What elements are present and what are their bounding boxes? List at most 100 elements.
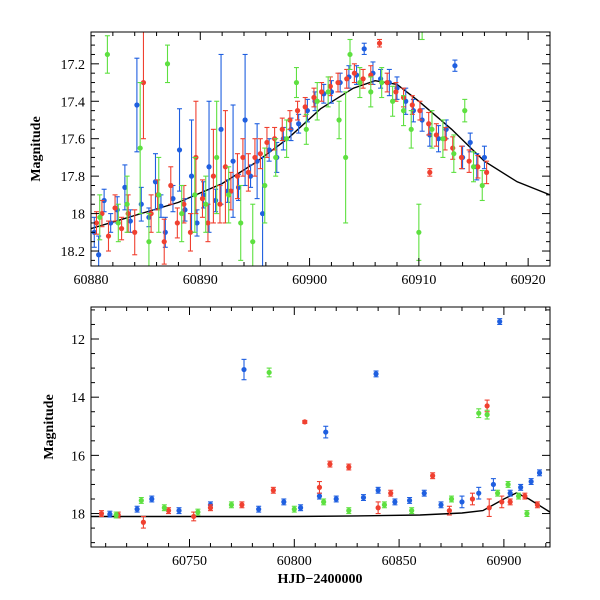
bottom-blue-data-point [360,494,367,501]
top-red-data-point [368,72,374,78]
bottom-blue-data-point [497,318,503,325]
top-blue-data-point [162,229,168,235]
bottom-blue-data-point [476,490,482,496]
top-green-data-point [462,108,468,114]
top-blue-data-point [194,220,200,226]
top-red-data-point [264,139,270,146]
top-red-data-point [257,151,263,157]
top-blue-data-point [158,203,164,209]
bottom-blue-data-point [528,478,534,485]
bottom-red-data-point [191,513,197,520]
bottom-y-tick-label: 12 [71,333,85,348]
bottom-y-tick-label: 18 [71,508,85,523]
bottom-green-data-point [495,490,501,496]
top-green-data-point [273,154,279,161]
top-y-tick-label: 18.2 [61,245,86,260]
bottom-blue-data-point [421,490,427,496]
top-x-tick-label: 60900 [292,273,327,288]
top-green-data-point [203,201,209,207]
bottom-blue-data-point [459,499,465,505]
top-red-data-point [450,145,456,151]
top-red-data-point [105,233,112,239]
top-green-data-point [416,229,422,235]
top-green-data-point [192,192,198,198]
top-green-data-point [325,89,331,95]
top-red-data-point [132,229,138,235]
bottom-green-data-point [448,496,455,502]
top-green-data-point [400,108,407,114]
top-blue-data-point [127,218,133,224]
top-red-data-point [409,102,415,108]
top-green-data-point [293,79,300,86]
bottom-red-data-point [507,499,513,505]
bottom-green-data-point [505,481,511,488]
top-green-data-point [156,192,162,198]
bottom-blue-data-point [406,497,413,504]
top-blue-data-point [218,126,224,132]
top-red-data-point [427,169,433,175]
bottom-panel-data-marks [91,318,550,529]
bottom-x-tick-label: 60750 [172,554,207,569]
bottom-blue-data-point [297,505,304,511]
top-red-data-point [351,70,357,76]
bottom-red-data-point [98,510,105,517]
top-x-tick-label: 60890 [183,273,218,288]
top-green-data-point [214,154,220,161]
bottom-green-data-point [291,506,297,512]
top-red-data-point [234,173,241,179]
bottom-red-data-point [375,505,381,511]
top-blue-data-point [266,147,272,153]
bottom-green-data-point [524,510,530,517]
top-green-data-point [336,117,342,123]
bottom-panel-ticks: 60750 60800 60850 60900 12 14 16 18 [71,307,550,569]
bottom-blue-data-point [256,506,262,512]
top-green-data-point [479,182,485,189]
top-x-tick-label: 60920 [511,273,546,288]
top-green-data-point [343,154,349,161]
bottom-green-data-point [228,502,235,508]
bottom-blue-data-point [536,470,543,476]
top-red-data-point [376,40,383,46]
top-red-data-point [417,108,423,114]
top-red-data-point [119,225,125,232]
top-green-data-point [314,98,320,104]
top-blue-data-point [259,210,266,217]
bottom-red-data-point [486,505,492,511]
bottom-panel-y-axis-title: Magnitude [42,394,57,459]
bottom-red-data-point [239,502,245,508]
top-green-data-point [115,220,121,226]
bottom-green-data-point [161,505,167,511]
bottom-blue-data-point [281,499,287,505]
bottom-green-data-point [476,410,482,416]
top-green-data-point [440,136,446,142]
top-red-data-point [279,126,285,132]
bottom-blue-data-point [438,502,444,508]
top-green-data-point [357,79,363,86]
top-red-data-point [294,108,301,114]
top-green-data-point [470,164,477,170]
top-green-data-point [429,126,435,132]
top-red-data-point [240,154,246,161]
top-red-data-point [187,229,194,235]
bottom-red-data-point [446,508,452,514]
bottom-blue-data-point [373,371,379,377]
bottom-green-data-point [515,493,522,499]
bottom-y-tick-label: 14 [71,391,85,406]
bottom-red-data-point [346,464,352,470]
top-red-data-point [475,164,481,170]
bottom-panel-full-light-curve: 60750 60800 60850 60900 12 14 16 18 Magnitude H… [42,306,551,587]
top-panel-ticks: 60880 60890 60900 60910 60920 17.2 17.4 17.6 17.… [61,32,551,288]
top-blue-data-point [467,139,473,146]
bottom-green-data-point [266,369,272,376]
top-blue-data-point [481,154,488,161]
bottom-blue-data-point [316,493,323,499]
bottom-green-data-point [113,512,119,518]
top-y-tick-label: 17.4 [61,95,86,110]
bottom-red-data-point [316,484,323,490]
bottom-red-data-point [327,461,333,467]
top-red-data-point [484,169,490,175]
top-red-data-point [245,169,251,175]
bottom-green-data-point [138,497,144,504]
top-red-data-point [93,220,100,226]
top-x-tick-label: 60880 [74,273,109,288]
